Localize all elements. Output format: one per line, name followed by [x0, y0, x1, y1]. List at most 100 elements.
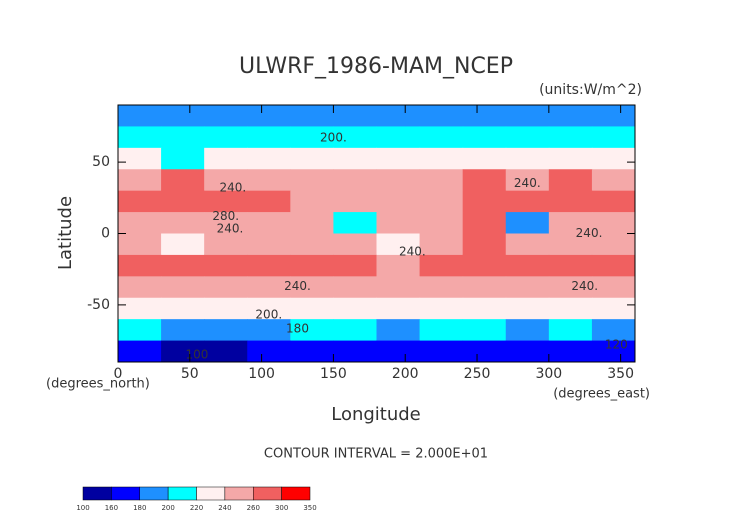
contour-cell	[204, 105, 248, 127]
contour-cell	[290, 319, 334, 342]
contour-cell	[591, 254, 636, 277]
contour-cell	[376, 297, 421, 320]
y-tick-label: -50	[87, 297, 110, 313]
contour-label: 240.	[217, 222, 244, 236]
contour-cell	[290, 147, 334, 170]
contour-cell	[161, 190, 205, 213]
contour-cell	[290, 190, 334, 213]
contour-cell	[505, 254, 550, 277]
contour-cell	[204, 147, 248, 170]
x-tick-label: 350	[607, 366, 634, 382]
contour-cell	[247, 340, 291, 363]
contour-cell	[290, 233, 334, 256]
contour-cell	[118, 147, 162, 170]
contour-cell	[505, 105, 550, 127]
contour-label: 200.	[255, 307, 282, 321]
contour-cell	[591, 190, 636, 213]
contour-label: 280.	[212, 209, 239, 223]
contour-cell	[505, 126, 550, 149]
contour-cell	[462, 233, 507, 256]
contour-cell	[161, 319, 205, 342]
footnote: CONTOUR INTERVAL = 2.000E+01	[264, 447, 488, 462]
contour-cell	[376, 105, 421, 127]
contour-cell	[118, 340, 162, 363]
contour-cell	[290, 169, 334, 192]
colorbar-swatch	[82, 486, 112, 501]
contour-cell	[419, 169, 464, 192]
y-tick-label: 50	[92, 154, 110, 170]
contour-cell	[591, 126, 636, 149]
contour-label: 240.	[284, 279, 311, 293]
contour-cell	[247, 190, 291, 213]
contour-cell	[548, 147, 593, 170]
contour-cell	[333, 254, 377, 277]
contour-label: 180	[286, 322, 309, 336]
contour-cell	[161, 254, 205, 277]
colorbar-label: 260	[247, 504, 260, 512]
contour-cell	[204, 126, 248, 149]
contour-cell	[118, 297, 162, 320]
y-unit: (degrees_north)	[46, 377, 150, 392]
contour-cell	[462, 169, 507, 192]
contour-cell	[505, 297, 550, 320]
contour-cell	[290, 340, 334, 363]
contour-cell	[548, 276, 593, 299]
contour-cell	[548, 126, 593, 149]
colorbar-label: 180	[133, 504, 146, 512]
contour-cell	[548, 340, 593, 363]
contour-cell	[204, 319, 248, 342]
contour-label: 240.	[571, 279, 598, 293]
contour-cell	[161, 233, 205, 256]
contour-cell	[204, 233, 248, 256]
colorbar-swatch	[111, 486, 140, 501]
contour-cell	[548, 297, 593, 320]
contour-cell	[333, 212, 377, 234]
contour-cell	[290, 276, 334, 299]
contour-cell	[204, 169, 248, 192]
colorbar-swatch	[167, 486, 197, 501]
contour-cell	[376, 169, 421, 192]
contour-cell	[505, 212, 550, 234]
contour-cell	[591, 233, 636, 256]
contour-cell	[333, 276, 377, 299]
contour-cell	[118, 276, 162, 299]
contour-cell	[591, 340, 636, 363]
contour-cell	[462, 105, 507, 127]
contour-cell	[548, 233, 593, 256]
contour-cell	[419, 297, 464, 320]
contour-cell	[290, 126, 334, 149]
contour-cell	[247, 254, 291, 277]
contour-cell	[118, 169, 162, 192]
chart-title: ULWRF_1986-MAM_NCEP	[239, 54, 513, 79]
contour-cell	[376, 254, 421, 277]
contour-label: 240.	[576, 226, 603, 240]
contour-cell	[419, 233, 464, 256]
contour-cell	[548, 105, 593, 127]
contour-cell	[333, 105, 377, 127]
contour-cell	[419, 212, 464, 234]
contour-cell	[333, 319, 377, 342]
contour-cell	[548, 212, 593, 234]
contour-cell	[333, 169, 377, 192]
colorbar-swatch	[281, 486, 311, 501]
contour-label: 100	[186, 347, 209, 361]
contour-cell	[376, 233, 421, 256]
contour-cell	[118, 319, 162, 342]
contour-cell	[505, 319, 550, 342]
contour-cell	[376, 190, 421, 213]
contour-cell	[505, 190, 550, 213]
y-axis-label: Latitude	[55, 196, 76, 270]
colorbar-label: 300	[275, 504, 288, 512]
contour-cell	[204, 340, 248, 363]
contour-cell	[591, 147, 636, 170]
contour-cell	[118, 233, 162, 256]
contour-cell	[204, 212, 248, 234]
contour-cell	[161, 147, 205, 170]
contour-cell	[118, 254, 162, 277]
x-tick-label: 100	[248, 366, 275, 382]
contour-cell	[118, 190, 162, 213]
x-tick-label: 50	[181, 366, 199, 382]
contour-cell	[376, 212, 421, 234]
units: (units:W/m^2)	[539, 82, 642, 98]
contour-cell	[419, 276, 464, 299]
